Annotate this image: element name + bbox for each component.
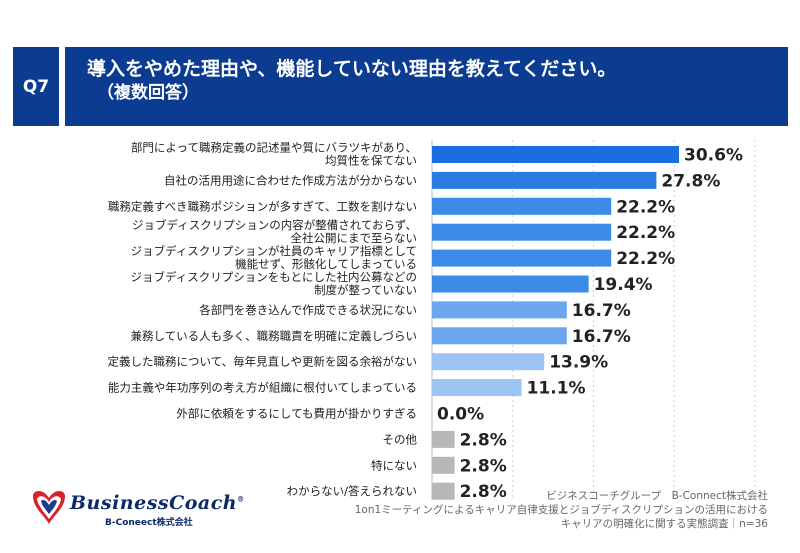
source-line1: ビジネスコーチグループ B-Connect株式会社	[546, 490, 768, 502]
category-label: わからない/答えられない	[287, 484, 417, 498]
category-label: 全社公開にまで至らない	[291, 231, 418, 245]
question-badge: Q7	[13, 47, 59, 126]
category-label: 制度が整っていない	[314, 283, 417, 297]
logo-wordmark: BusinessCoach®	[70, 492, 245, 514]
business-coach-logo: BusinessCoach® B-Coneect株式会社	[27, 484, 247, 534]
bar	[432, 171, 657, 189]
value-label: 30.6%	[684, 146, 743, 166]
category-label: 職務定義すべき職務ポジションが多すぎて、工数を割けない	[108, 199, 417, 213]
bar	[432, 223, 612, 241]
bar	[432, 275, 589, 293]
value-label: 16.7%	[572, 301, 631, 321]
bar	[432, 482, 455, 500]
question-title: 導入をやめた理由や、機能していない理由を教えてください。 （複数回答）	[65, 47, 788, 126]
value-label: 11.1%	[527, 379, 586, 399]
question-header: Q7 導入をやめた理由や、機能していない理由を教えてください。 （複数回答）	[13, 47, 788, 126]
source-note: ビジネスコーチグループ B-Connect株式会社 1on1ミーティングによるキ…	[355, 489, 768, 531]
category-label: 兼務している人も多く、職務職責を明確に定義しづらい	[131, 329, 417, 343]
source-line2: 1on1ミーティングによるキャリア自律支援とジョブディスクリプションの活用におけ…	[354, 504, 768, 516]
category-label: 外部に依頼をするにしても費用が掛かりすぎる	[176, 407, 417, 421]
bar	[432, 327, 567, 345]
value-label: 27.8%	[661, 171, 720, 191]
value-label: 2.8%	[460, 430, 507, 450]
category-label: ジョブディスクリプションをもとにした社内公募などの	[131, 270, 417, 284]
bar	[432, 430, 455, 448]
category-label: 特にない	[371, 458, 417, 472]
category-label: 各部門を巻き込んで作成できる状況にない	[199, 303, 417, 317]
value-label: 22.2%	[616, 223, 675, 243]
value-label: 16.7%	[572, 327, 631, 347]
question-title-line2: （複数回答）	[97, 83, 199, 103]
bar	[432, 456, 455, 474]
value-label: 22.2%	[616, 197, 675, 217]
logo-mark-icon	[33, 491, 65, 524]
bar	[432, 301, 567, 319]
category-label: 定義した職務について、毎年見直しや更新を図る余裕がない	[108, 355, 417, 369]
category-label: 能力主義や年功序列の考え方が組織に根付いてしまっている	[108, 381, 417, 395]
category-label: 自社の活用用途に合わせた作成方法が分からない	[164, 173, 417, 187]
value-label: 2.8%	[460, 456, 507, 476]
value-label: 22.2%	[616, 249, 675, 269]
value-label: 0.0%	[437, 405, 484, 425]
value-label: 19.4%	[594, 275, 653, 295]
bar	[432, 146, 679, 163]
bar	[432, 249, 612, 267]
bar	[432, 379, 522, 397]
value-label: 13.9%	[549, 353, 608, 373]
question-title-line1: 導入をやめた理由や、機能していない理由を教えてください。	[87, 58, 617, 80]
category-label: 機能せず、形骸化してしまっている	[235, 257, 417, 271]
category-label: 均質性を保てない	[325, 154, 417, 168]
value-label: 2.8%	[460, 482, 507, 502]
source-line3: キャリアの明確化に関する実態調査｜n=36	[560, 518, 768, 530]
category-label: ジョブディスクリプションが社員のキャリア指標として	[131, 244, 417, 258]
bar	[432, 197, 612, 215]
bar	[432, 353, 545, 371]
category-label: ジョブディスクリプションの内容が整備されておらず、	[132, 218, 417, 232]
category-label: 部門によって職務定義の記述量や質にバラツキがあり、	[131, 141, 417, 155]
category-label: その他	[383, 432, 418, 446]
logo-subtitle: B-Coneect株式会社	[105, 518, 193, 528]
